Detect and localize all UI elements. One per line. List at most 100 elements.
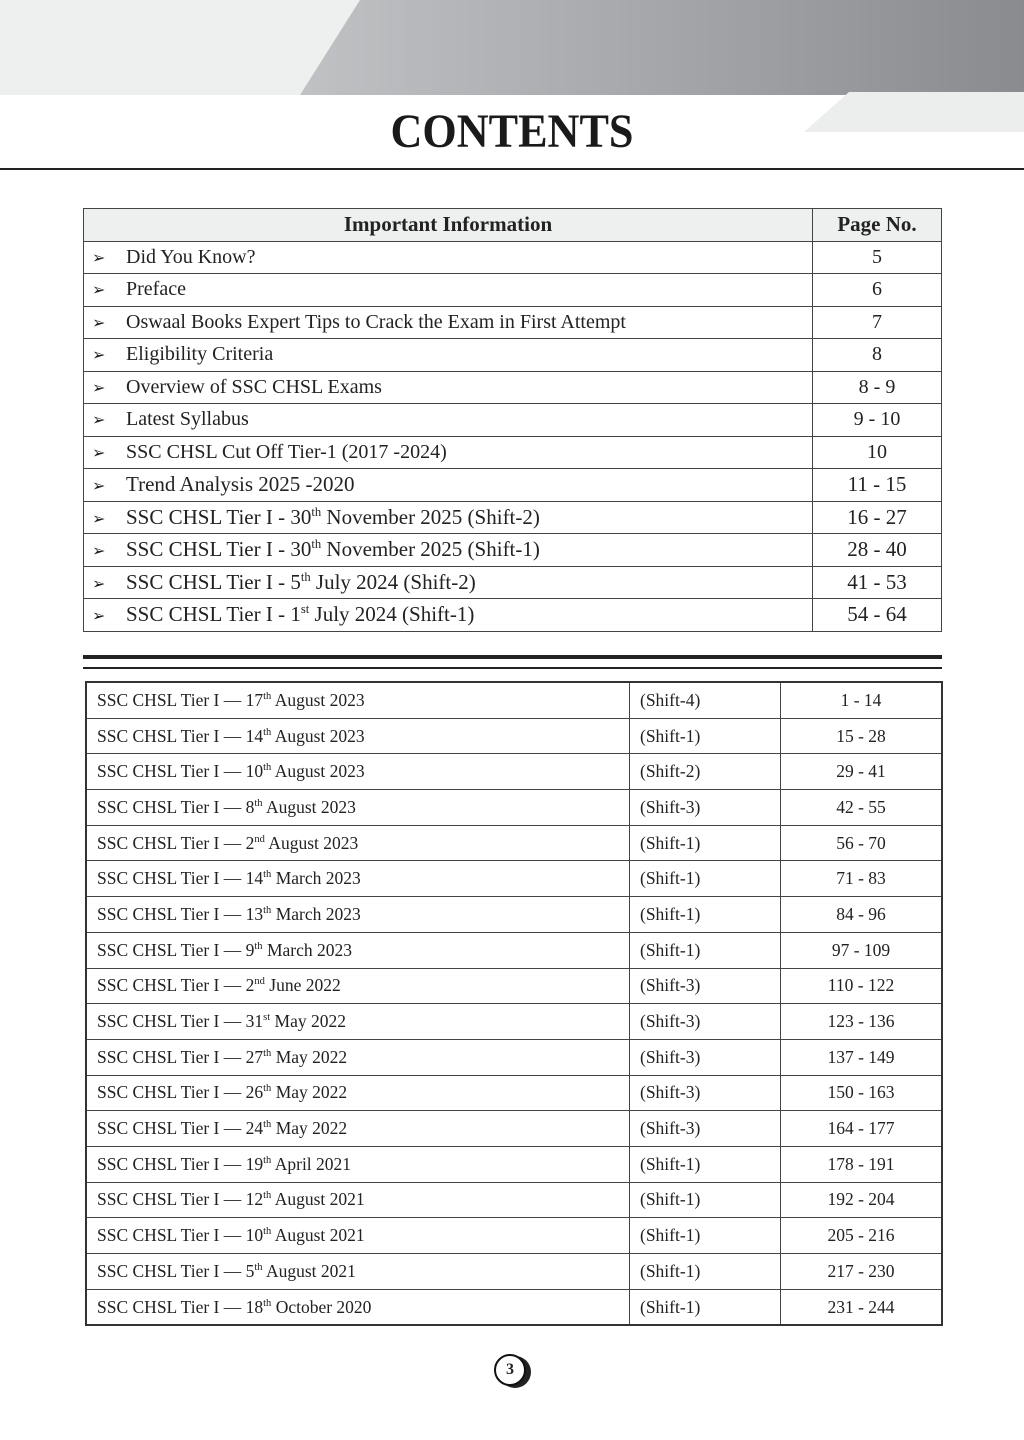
page-range: 5	[812, 240, 942, 274]
text-post: June 2022	[264, 975, 341, 996]
table-row: SSC CHSL Tier I — 14th August 2023 (Shift…	[85, 717, 943, 755]
table-row: SSC CHSL Tier I — 19th April 2021 (Shift-…	[85, 1145, 943, 1183]
text-sup: th	[263, 1297, 272, 1309]
paper-shift: (Shift-3)	[629, 1110, 781, 1147]
paper-title: SSC CHSL Tier I — 5th August 2021	[85, 1253, 630, 1290]
text-sup: nd	[254, 833, 265, 845]
table-row: SSC CHSL Tier I — 12th August 2021 (Shift…	[85, 1181, 943, 1219]
page-range: 9 - 10	[812, 403, 942, 437]
table-row: SSC CHSL Tier I — 10th August 2021 (Shift…	[85, 1217, 943, 1254]
text-pre: SSC CHSL Tier I — 14	[97, 868, 264, 889]
page-range: 42 - 55	[780, 789, 943, 826]
text-pre: Trend Analysis 2025 -2020	[126, 472, 355, 497]
paper-title: SSC CHSL Tier I — 2nd August 2023	[85, 824, 630, 862]
paper-title: SSC CHSL Tier I — 12th August 2021	[85, 1181, 630, 1219]
page-range: 231 - 244	[780, 1288, 943, 1326]
text-post: August 2023	[264, 832, 359, 853]
paper-shift: (Shift-1)	[629, 1217, 781, 1254]
table-row: ➢ SSC CHSL Tier I - 5th July 2024 (Shift-…	[83, 565, 942, 599]
arrowhead-right-icon: ➢	[92, 249, 106, 267]
table-row: SSC CHSL Tier I — 26th May 2022 (Shift-3)…	[85, 1074, 943, 1112]
paper-shift: (Shift-2)	[629, 753, 781, 791]
text-sup: st	[300, 602, 310, 617]
table-row: SSC CHSL Tier I — 13th March 2023 (Shift-…	[85, 896, 943, 933]
text-post: May 2022	[270, 1011, 346, 1032]
page-range: 8 - 9	[812, 370, 942, 404]
arrowhead-right-icon: ➢	[92, 379, 106, 397]
page-range: 178 - 191	[780, 1145, 943, 1183]
text-post: August 2023	[271, 689, 365, 710]
page-range: 71 - 83	[780, 860, 943, 898]
page-range: 16 - 27	[812, 500, 942, 534]
table-row: SSC CHSL Tier I — 17th August 2023 (Shift…	[85, 681, 943, 719]
paper-shift: (Shift-1)	[629, 1288, 781, 1326]
text-pre: SSC CHSL Tier I — 17	[97, 689, 264, 710]
page-range: 7	[812, 305, 942, 339]
table-row: ➢ SSC CHSL Cut Off Tier-1 (2017 -2024) 10	[83, 435, 942, 469]
table-row: SSC CHSL Tier I — 18th October 2020 (Shif…	[85, 1288, 943, 1326]
table-row: SSC CHSL Tier I — 14th March 2023 (Shift-…	[85, 860, 943, 898]
text-pre: SSC CHSL Tier I - 30	[126, 537, 312, 562]
item-title: ➢ SSC CHSL Tier I - 1st July 2024 (Shift-…	[83, 598, 813, 632]
arrowhead-right-icon: ➢	[92, 412, 106, 430]
paper-shift: (Shift-1)	[629, 931, 781, 969]
text-pre: SSC CHSL Tier I — 2	[97, 832, 255, 853]
paper-title: SSC CHSL Tier I — 14th March 2023	[85, 860, 630, 898]
text-sup: nd	[254, 976, 265, 988]
text-sup: th	[263, 1083, 272, 1095]
text-pre: SSC CHSL Tier I — 27	[97, 1046, 264, 1067]
paper-shift: (Shift-3)	[629, 1074, 781, 1112]
table-row: SSC CHSL Tier I — 2nd June 2022 (Shift-3)…	[85, 967, 943, 1005]
text-sup: th	[254, 940, 263, 952]
page-range: 192 - 204	[780, 1181, 943, 1219]
paper-shift: (Shift-1)	[629, 1181, 781, 1219]
table-row: ➢ Did You Know? 5	[83, 240, 942, 274]
column-header-page: Page No.	[812, 208, 942, 242]
arrowhead-right-icon: ➢	[92, 347, 106, 365]
text-post: March 2023	[262, 939, 352, 960]
table-row: ➢ Overview of SSC CHSL Exams 8 - 9	[83, 370, 942, 404]
arrowhead-right-icon: ➢	[92, 543, 106, 561]
table-row: SSC CHSL Tier I — 10th August 2023 (Shift…	[85, 753, 943, 791]
text-sup: th	[311, 504, 322, 519]
text-post: March 2023	[271, 868, 361, 889]
text-pre: Latest Syllabus	[126, 408, 249, 431]
text-sup: th	[311, 537, 322, 552]
paper-title: SSC CHSL Tier I — 9th March 2023	[85, 931, 630, 969]
page-range: 41 - 53	[812, 565, 942, 599]
table-row: ➢ Eligibility Criteria 8	[83, 338, 942, 372]
page-range: 137 - 149	[780, 1038, 943, 1076]
paper-title: SSC CHSL Tier I — 18th October 2020	[85, 1288, 630, 1326]
table-header-row: Important Information Page No.	[83, 208, 942, 242]
table-row: ➢ Oswaal Books Expert Tips to Crack the E…	[83, 305, 942, 339]
header-gradient	[300, 0, 1024, 95]
text-pre: SSC CHSL Tier I — 24	[97, 1118, 264, 1139]
text-sup: th	[263, 905, 272, 917]
text-post: April 2021	[271, 1153, 352, 1174]
page-range: 123 - 136	[780, 1003, 943, 1040]
paper-title: SSC CHSL Tier I — 10th August 2023	[85, 753, 630, 791]
papers-table: SSC CHSL Tier I — 17 th August 2023 (Shift…	[85, 681, 943, 1327]
item-title: ➢ Did You Know?	[83, 240, 813, 274]
page-range: 164 - 177	[780, 1110, 943, 1147]
important-information-table: Important Information Page No. ➢ Did You …	[83, 208, 942, 632]
paper-shift: (Shift-4)	[629, 681, 781, 719]
text-post: May 2022	[271, 1118, 348, 1139]
paper-title: SSC CHSL Tier I — 31st May 2022	[85, 1003, 630, 1040]
item-title: ➢ SSC CHSL Tier I - 5th July 2024 (Shift-…	[83, 565, 813, 599]
divider-thick	[83, 655, 942, 659]
page-range: 150 - 163	[780, 1074, 943, 1112]
table-row: SSC CHSL Tier I — 24th May 2022 (Shift-3)…	[85, 1110, 943, 1147]
text-pre: Overview of SSC CHSL Exams	[126, 375, 382, 398]
text-pre: SSC CHSL Tier I — 10	[97, 1225, 264, 1246]
table-row: SSC CHSL Tier I — 8th August 2023 (Shift-…	[85, 789, 943, 826]
page-range: 6	[812, 273, 942, 307]
text-pre: SSC CHSL Tier I - 1	[126, 602, 301, 627]
text-post: August 2021	[262, 1260, 356, 1281]
text-pre: SSC CHSL Tier I — 18	[97, 1296, 264, 1317]
text-sup: th	[263, 1190, 272, 1202]
text-pre: SSC CHSL Tier I — 31	[97, 1011, 264, 1032]
text-pre: SSC CHSL Tier I — 19	[97, 1153, 264, 1174]
text-sup: th	[263, 726, 272, 738]
item-title: ➢ Trend Analysis 2025 -2020	[83, 468, 813, 502]
